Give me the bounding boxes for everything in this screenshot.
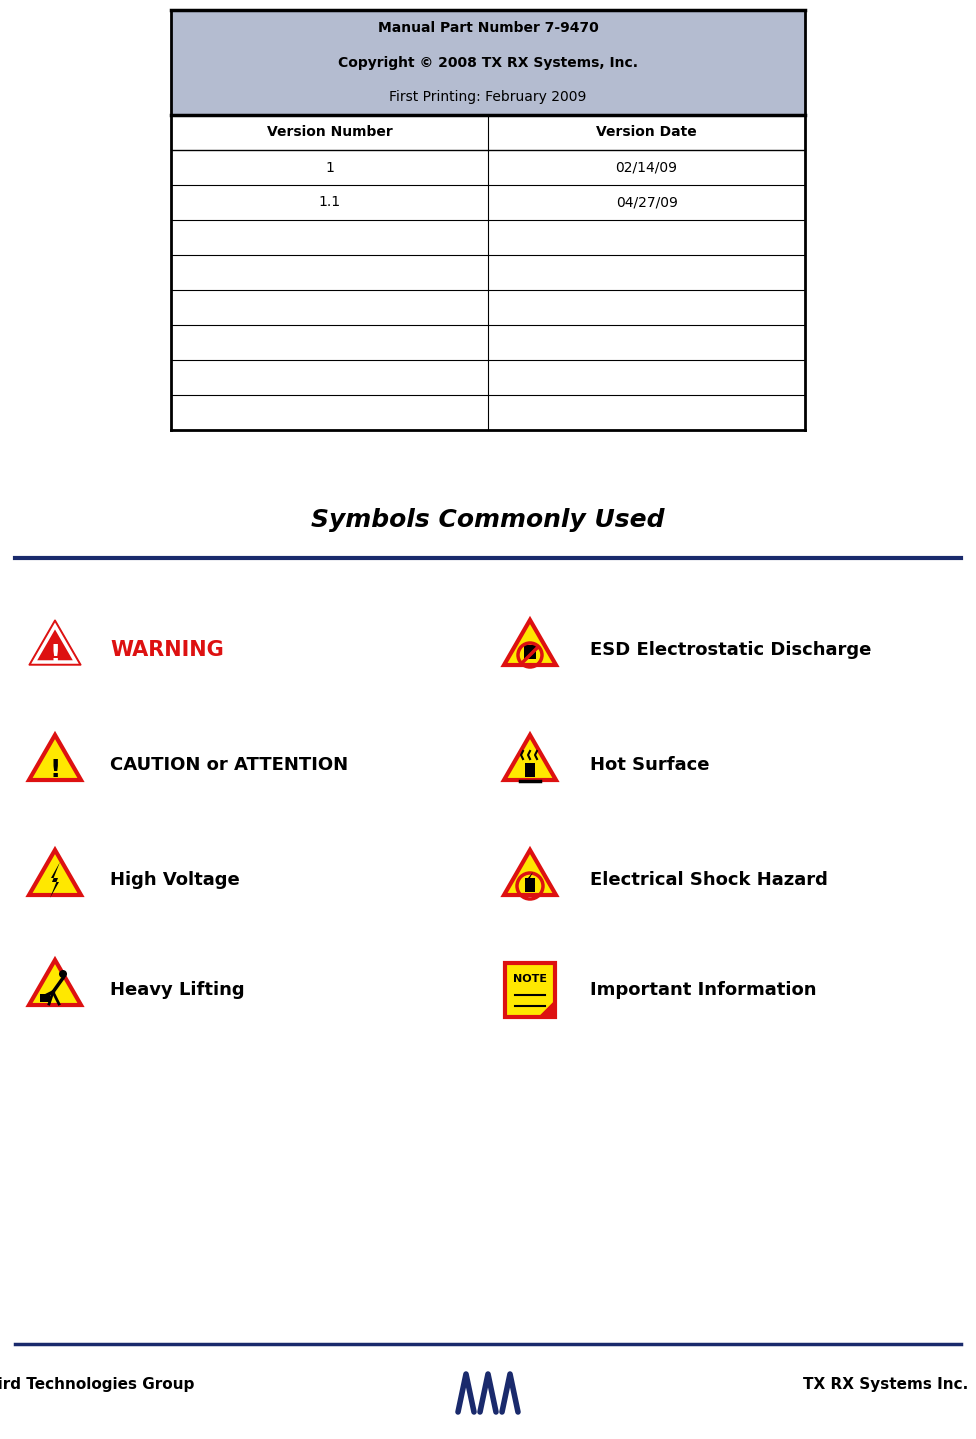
Bar bbox=[171, 10, 805, 115]
Bar bbox=[40, 994, 50, 1002]
Polygon shape bbox=[539, 1002, 554, 1017]
Polygon shape bbox=[527, 872, 533, 884]
Polygon shape bbox=[504, 620, 556, 665]
Bar bbox=[524, 645, 536, 659]
Polygon shape bbox=[50, 862, 60, 898]
Polygon shape bbox=[29, 850, 81, 895]
Circle shape bbox=[59, 970, 67, 979]
Text: ESD Electrostatic Discharge: ESD Electrostatic Discharge bbox=[590, 640, 872, 659]
Polygon shape bbox=[504, 735, 556, 780]
Text: !: ! bbox=[50, 643, 61, 668]
Polygon shape bbox=[29, 735, 81, 780]
Text: Copyright © 2008 TX RX Systems, Inc.: Copyright © 2008 TX RX Systems, Inc. bbox=[338, 56, 638, 69]
Text: High Voltage: High Voltage bbox=[110, 871, 240, 889]
Text: Bird Technologies Group: Bird Technologies Group bbox=[0, 1377, 194, 1392]
Text: First Printing: February 2009: First Printing: February 2009 bbox=[389, 91, 587, 105]
Text: 1.1: 1.1 bbox=[318, 196, 341, 210]
Bar bbox=[525, 763, 535, 777]
Polygon shape bbox=[29, 960, 81, 1004]
Text: Version Number: Version Number bbox=[266, 125, 392, 140]
Text: Symbols Commonly Used: Symbols Commonly Used bbox=[311, 508, 665, 532]
Bar bbox=[525, 878, 535, 892]
Text: Hot Surface: Hot Surface bbox=[590, 755, 710, 774]
Polygon shape bbox=[504, 850, 556, 895]
Polygon shape bbox=[29, 620, 81, 665]
Text: 1: 1 bbox=[325, 161, 334, 174]
Bar bbox=[506, 963, 554, 1017]
Text: NOTE: NOTE bbox=[513, 974, 547, 984]
Text: Important Information: Important Information bbox=[590, 981, 817, 999]
Text: CAUTION or ATTENTION: CAUTION or ATTENTION bbox=[110, 755, 348, 774]
Text: Heavy Lifting: Heavy Lifting bbox=[110, 981, 245, 999]
Text: 02/14/09: 02/14/09 bbox=[616, 161, 677, 174]
Text: !: ! bbox=[50, 758, 61, 781]
Text: Electrical Shock Hazard: Electrical Shock Hazard bbox=[590, 871, 828, 889]
Text: TX RX Systems Inc.: TX RX Systems Inc. bbox=[803, 1377, 968, 1392]
Text: WARNING: WARNING bbox=[110, 640, 224, 661]
Text: Version Date: Version Date bbox=[596, 125, 697, 140]
Text: Manual Part Number 7-9470: Manual Part Number 7-9470 bbox=[378, 20, 598, 35]
Text: 04/27/09: 04/27/09 bbox=[616, 196, 677, 210]
